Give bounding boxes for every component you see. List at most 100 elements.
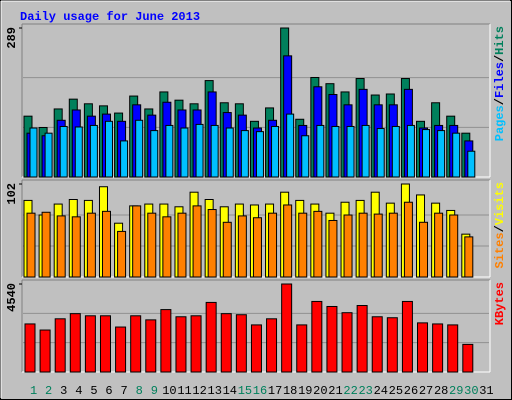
- x-tick-label: 24: [374, 384, 388, 398]
- bar: [177, 212, 187, 278]
- bar: [130, 315, 142, 373]
- bar: [56, 215, 66, 278]
- x-tick-label: 15: [238, 384, 252, 398]
- x-tick-label: 11: [177, 384, 191, 398]
- bar: [250, 324, 262, 373]
- bar: [419, 221, 429, 278]
- bar: [447, 324, 459, 373]
- bar: [135, 119, 144, 178]
- bar: [391, 125, 400, 178]
- x-tick-label: 16: [253, 384, 267, 398]
- bar: [417, 322, 429, 373]
- legend-separator: /: [493, 225, 507, 232]
- x-tick-label: 4: [75, 384, 82, 398]
- bar: [331, 125, 340, 178]
- x-tick-label: 12: [192, 384, 206, 398]
- bar: [449, 214, 459, 278]
- legend: Sites/Visits: [493, 182, 507, 268]
- bar: [252, 217, 262, 278]
- bar: [89, 124, 98, 178]
- bar: [452, 132, 461, 178]
- x-tick-label: 25: [389, 384, 403, 398]
- bar: [437, 130, 446, 178]
- x-tick-label: 1: [30, 384, 37, 398]
- legend-label: KBytes: [493, 282, 507, 325]
- x-tick-label: 21: [328, 384, 342, 398]
- bar: [220, 313, 232, 373]
- bar: [401, 300, 413, 373]
- bar: [356, 305, 368, 373]
- bar: [41, 211, 51, 278]
- bar: [147, 212, 157, 278]
- bar: [403, 201, 413, 278]
- bar: [341, 312, 353, 373]
- bar: [268, 212, 278, 278]
- bar: [388, 212, 398, 278]
- legend-label: Sites: [493, 232, 507, 268]
- bar: [464, 236, 474, 278]
- y-tick-label: 289: [5, 27, 19, 49]
- bar: [255, 131, 264, 178]
- bar: [361, 124, 370, 178]
- chart-title: Daily usage for June 2013: [20, 10, 200, 24]
- x-tick-label: 20: [313, 384, 327, 398]
- bar: [74, 126, 83, 178]
- bar: [101, 210, 111, 278]
- bar: [26, 212, 36, 278]
- y-tick-label: 102: [5, 183, 19, 205]
- bar: [162, 216, 172, 278]
- x-tick-label: 18: [283, 384, 297, 398]
- bar: [371, 316, 383, 373]
- x-tick-label: 6: [105, 384, 112, 398]
- x-tick-label: 13: [208, 384, 222, 398]
- bar: [39, 329, 51, 373]
- bar: [434, 212, 444, 278]
- bar: [343, 214, 353, 278]
- legend-label: Hits: [493, 26, 507, 55]
- legend: Pages/Files/Hits: [493, 26, 507, 141]
- bar: [281, 283, 293, 373]
- bar: [386, 317, 398, 373]
- bar: [69, 313, 81, 373]
- x-tick-label: 29: [449, 384, 463, 398]
- bar: [467, 150, 476, 178]
- x-tick-label: 3: [60, 384, 67, 398]
- bar: [346, 125, 355, 178]
- x-tick-label: 10: [162, 384, 176, 398]
- x-tick-label: 27: [419, 384, 433, 398]
- x-tick-label: 5: [90, 384, 97, 398]
- bar: [296, 324, 308, 373]
- bar: [160, 309, 172, 373]
- bar: [195, 123, 204, 178]
- bar: [432, 323, 444, 373]
- legend-label: Files: [493, 62, 507, 98]
- bar: [376, 128, 385, 178]
- bar: [145, 319, 157, 373]
- legend-separator: /: [493, 55, 507, 62]
- bar: [120, 140, 129, 178]
- bar: [225, 127, 234, 178]
- x-tick-label: 9: [151, 384, 158, 398]
- bar: [165, 124, 174, 178]
- bar: [283, 204, 293, 278]
- bar: [84, 315, 96, 373]
- x-tick-label: 14: [223, 384, 237, 398]
- bar: [358, 212, 368, 278]
- x-tick-label: 26: [404, 384, 418, 398]
- x-tick-label: 7: [121, 384, 128, 398]
- bar: [115, 326, 127, 373]
- bar: [328, 219, 338, 278]
- bar: [235, 314, 247, 373]
- bar: [71, 216, 81, 278]
- bar: [210, 124, 219, 178]
- bar: [326, 305, 338, 373]
- bar: [406, 124, 415, 178]
- bar: [190, 315, 202, 373]
- x-tick-label: 31: [479, 384, 493, 398]
- y-tick-label: 4540: [5, 283, 19, 312]
- x-tick-label: 8: [136, 384, 143, 398]
- bar: [86, 212, 96, 278]
- bar: [117, 230, 127, 278]
- bar: [29, 127, 38, 178]
